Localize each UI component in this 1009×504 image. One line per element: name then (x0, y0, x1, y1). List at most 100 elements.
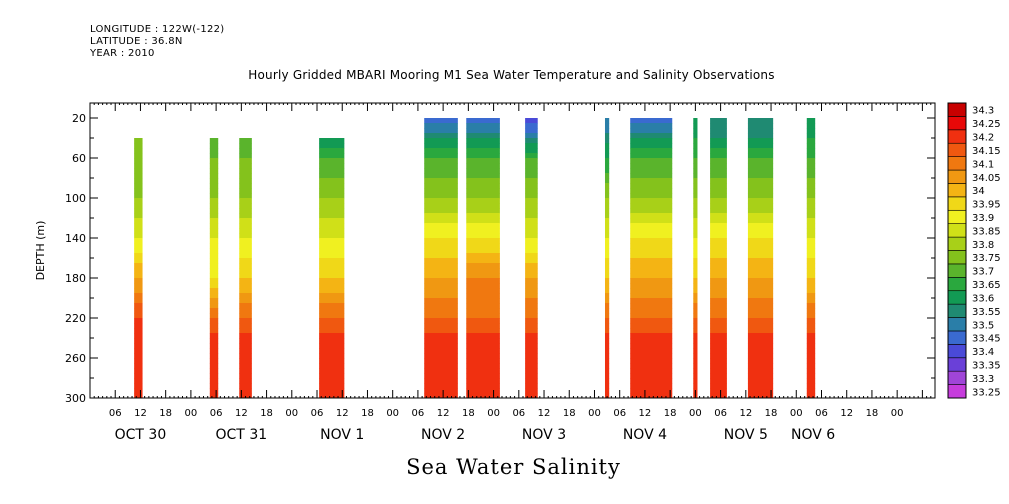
data-cell (806, 158, 816, 164)
data-cell (806, 258, 816, 264)
colorbar-label: 33.6 (972, 293, 994, 304)
data-cell (806, 133, 816, 139)
x-hour-label: 18 (866, 408, 879, 419)
data-cell (806, 148, 816, 154)
data-cell (424, 218, 458, 224)
data-cell (710, 373, 727, 379)
data-cell (710, 173, 727, 179)
data-cell (239, 373, 252, 379)
data-cell (239, 143, 252, 149)
data-cell (747, 178, 774, 184)
data-cell (806, 278, 816, 284)
data-cell (424, 198, 458, 204)
data-cell (710, 363, 727, 369)
x-day-label: OCT 31 (216, 427, 268, 443)
data-cell (466, 278, 500, 284)
data-cell (747, 323, 774, 329)
data-cell (630, 378, 673, 384)
data-cell (466, 293, 500, 299)
data-cell (525, 383, 538, 389)
data-cell (466, 283, 500, 289)
data-cell (525, 363, 538, 369)
data-cell (466, 153, 500, 159)
data-cell (209, 298, 219, 304)
data-cell (134, 388, 143, 394)
data-cell (525, 388, 538, 394)
data-cell (604, 223, 610, 229)
data-cell (806, 248, 816, 254)
colorbar-frame (947, 102, 967, 399)
data-cell (710, 283, 727, 289)
data-cell (604, 318, 610, 324)
data-cell (630, 348, 673, 354)
data-cell (604, 283, 610, 289)
data-cell (525, 243, 538, 249)
data-cell (806, 348, 816, 354)
data-cell (424, 128, 458, 134)
data-cell (693, 318, 698, 324)
data-cell (424, 393, 458, 399)
data-cell (630, 218, 673, 224)
data-cell (239, 288, 252, 294)
colorbar-swatch (947, 357, 967, 372)
data-cell (693, 148, 698, 154)
data-cell (466, 228, 500, 234)
data-cell (525, 158, 538, 164)
data-cell (134, 273, 143, 279)
data-cell (239, 208, 252, 214)
data-cell (209, 148, 219, 154)
data-cell (134, 263, 143, 269)
data-cell (693, 383, 698, 389)
data-cell (134, 318, 143, 324)
data-cell (630, 133, 673, 139)
data-cell (693, 283, 698, 289)
data-cell (239, 248, 252, 254)
data-cell (710, 128, 727, 134)
data-cell (525, 203, 538, 209)
data-cell (747, 278, 774, 284)
data-cell (466, 253, 500, 259)
data-cell (710, 263, 727, 269)
colorbar-swatch (947, 263, 967, 278)
colorbar-swatch (947, 142, 967, 157)
data-cell (466, 288, 500, 294)
data-cell (806, 263, 816, 269)
data-cell (239, 213, 252, 219)
data-cell (466, 118, 500, 124)
data-cell (710, 193, 727, 199)
data-cell (134, 243, 143, 249)
data-cell (630, 318, 673, 324)
data-cell (710, 153, 727, 159)
data-cell (209, 168, 219, 174)
data-cell (209, 348, 219, 354)
data-cell (134, 338, 143, 344)
data-cell (525, 333, 538, 339)
data-cell (806, 318, 816, 324)
data-cell (604, 328, 610, 334)
data-cell (424, 268, 458, 274)
data-cell (239, 218, 252, 224)
data-cell (693, 263, 698, 269)
data-cell (693, 328, 698, 334)
data-cell (466, 168, 500, 174)
x-hour-label: 18 (664, 408, 677, 419)
data-cell (134, 208, 143, 214)
data-cell (604, 298, 610, 304)
data-cell (424, 153, 458, 159)
data-cell (319, 378, 345, 384)
data-cell (693, 198, 698, 204)
data-cell (239, 238, 252, 244)
x-hour-label: 00 (790, 408, 803, 419)
data-cell (747, 138, 774, 144)
data-cell (747, 158, 774, 164)
colorbar-label: 33.85 (972, 226, 1001, 237)
data-cell (604, 358, 610, 364)
data-cell (209, 293, 219, 299)
data-cell (604, 278, 610, 284)
data-cell (239, 343, 252, 349)
data-cell (630, 298, 673, 304)
data-cell (747, 193, 774, 199)
data-cell (209, 233, 219, 239)
data-cell (806, 383, 816, 389)
data-cell (134, 143, 143, 149)
